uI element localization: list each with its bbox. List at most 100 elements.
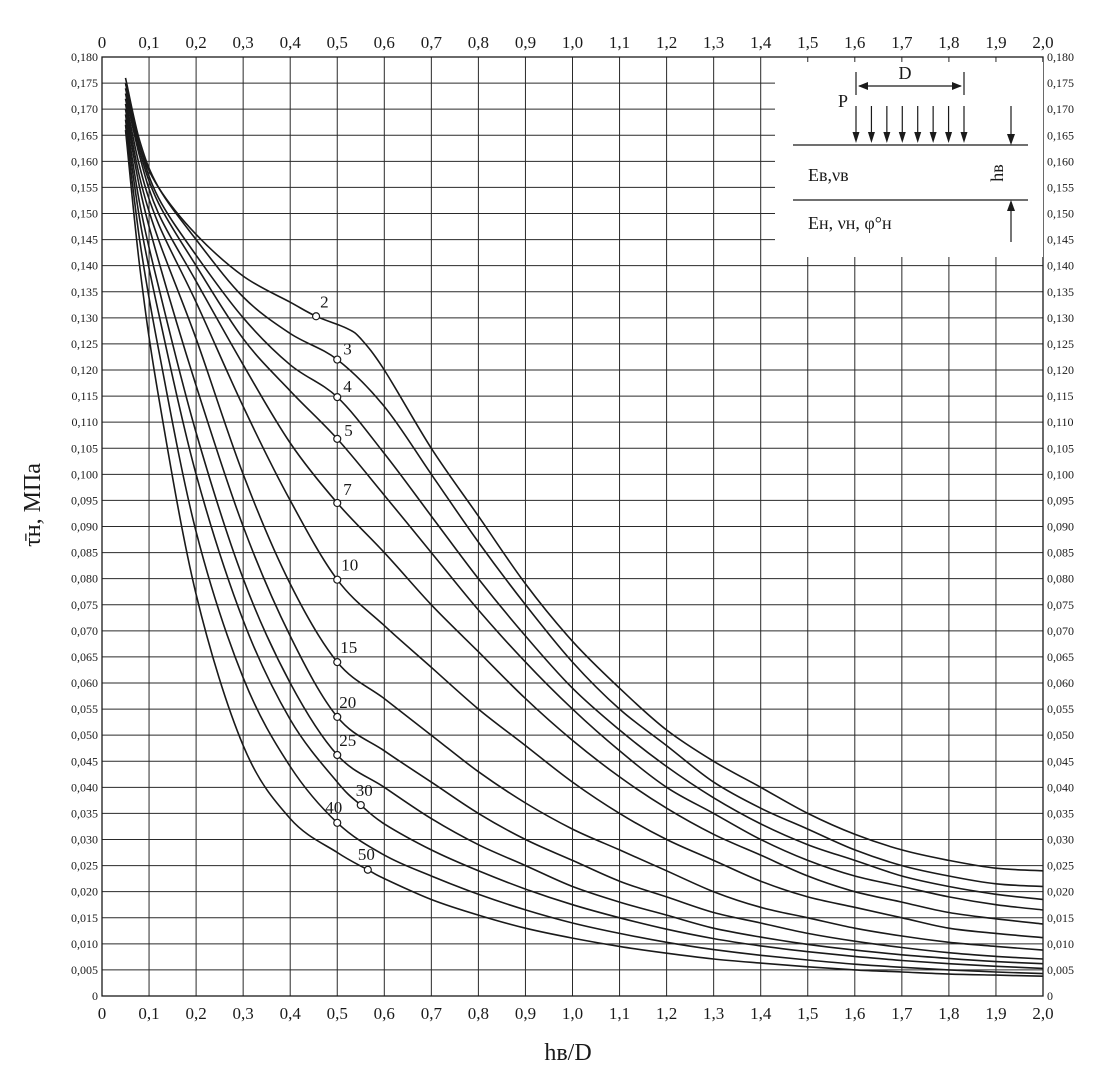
x-tick-label-bottom: 0 [98,1004,107,1023]
y-tick-label-right: 0,020 [1047,885,1074,899]
y-tick-label-left: 0,115 [71,389,98,403]
y-tick-label-left: 0,175 [71,76,98,90]
y-tick-label-right: 0,140 [1047,259,1074,273]
y-tick-label-left: 0,140 [71,259,98,273]
y-tick-label-right: 0,085 [1047,546,1074,560]
inset-lower-layer-label: Eн, νн, φ°н [808,213,892,233]
curve-20 [124,109,1044,960]
load-arrow-head [898,132,906,143]
x-tick-label-top: 0 [98,33,107,52]
load-arrow-head [929,132,937,143]
y-tick-label-left: 0,095 [71,493,98,507]
x-tick-label-top: 0,8 [468,33,489,52]
y-tick-label-left: 0,080 [71,572,98,586]
curve-7 [124,93,1044,925]
y-tick-label-right: 0,165 [1047,128,1074,142]
y-tick-label-left: 0 [92,989,98,1003]
x-tick-label-bottom: 1,5 [797,1004,818,1023]
inset-load-label: P [838,91,848,111]
y-tick-label-right: 0,070 [1047,624,1074,638]
x-tick-label-top: 0,2 [185,33,206,52]
y-tick-label-left: 0,030 [71,833,98,847]
curve-label-25: 25 [339,731,356,750]
curve-30 [124,119,1044,970]
x-tick-label-bottom: 1,8 [938,1004,959,1023]
x-tick-label-bottom: 0,4 [280,1004,302,1023]
y-tick-label-left: 0,010 [71,937,98,951]
x-tick-label-top: 0,9 [515,33,536,52]
y-tick-label-left: 0,060 [71,676,98,690]
curve-marker-40 [333,818,342,827]
curve-label-2: 2 [320,292,329,311]
load-arrow-head [852,132,860,143]
x-tick-label-bottom: 0,3 [233,1004,254,1023]
curve-label-30: 30 [356,781,373,800]
y-tick-label-left: 0,170 [71,102,98,116]
y-tick-label-left: 0,070 [71,624,98,638]
x-tick-label-bottom: 0,2 [185,1004,206,1023]
x-tick-label-top: 1,2 [656,33,677,52]
curve-4 [124,82,1044,901]
y-tick-label-left: 0,015 [71,911,98,925]
y-tick-label-left: 0,085 [71,546,98,560]
y-tick-label-left: 0,040 [71,780,98,794]
load-arrows [852,106,968,143]
curve-label-5: 5 [344,421,353,440]
curve-marker-30 [356,800,365,810]
curve-label-20: 20 [339,693,356,712]
y-tick-label-left: 0,160 [71,154,98,168]
inset-thickness-label: hв [987,164,1007,182]
curve-marker-15 [333,658,342,667]
curve-marker-3 [333,355,342,364]
y-tick-label-left: 0,155 [71,180,98,194]
y-tick-label-right: 0,040 [1047,780,1074,794]
y-tick-label-right: 0,045 [1047,754,1074,768]
curve-marker-5 [333,434,342,443]
y-tick-label-left: 0,125 [71,337,98,351]
x-tick-label-bottom: 2,0 [1032,1004,1053,1023]
x-tick-label-top: 1,9 [985,33,1006,52]
x-tick-label-bottom: 1,3 [703,1004,724,1023]
curve-marker-25 [333,750,342,760]
curve-5 [124,88,1044,911]
y-tick-labels-left: 0 0,005 0,010 0,015 0,020 0,025 0,030 0,035 0,04… [71,50,98,1003]
x-tick-label-top: 1,0 [562,33,583,52]
thickness-arrow-top-head [1007,134,1015,145]
x-tick-label-bottom: 0,7 [421,1004,443,1023]
x-tick-label-top: 2,0 [1032,33,1053,52]
y-tick-label-right: 0,005 [1047,963,1074,977]
curves [124,77,1044,977]
y-tick-label-right: 0,035 [1047,806,1074,820]
y-tick-label-right: 0,155 [1047,180,1074,194]
inset-background [775,62,1043,257]
y-tick-label-left: 0,105 [71,441,98,455]
curve-marker-10 [333,575,342,584]
plot-frame [101,56,1044,997]
x-tick-label-top: 0,6 [374,33,395,52]
y-tick-label-right: 0,075 [1047,598,1074,612]
dimension-arrow-right [952,82,962,90]
y-tick-label-left: 0,090 [71,520,98,534]
y-tick-label-left: 0,165 [71,128,98,142]
load-arrow-head [945,132,953,143]
curve-marker-20 [333,712,342,722]
curve-2 [124,82,1044,872]
x-tick-label-top: 1,4 [750,33,772,52]
thickness-arrow-bottom-head [1007,200,1015,211]
curve-label-4: 4 [343,377,352,396]
load-arrow-head [914,132,922,143]
y-tick-label-left: 0,035 [71,806,98,820]
load-arrow-head [867,132,875,143]
x-tick-label-bottom: 0,6 [374,1004,395,1023]
x-tick-label-top: 0,4 [280,33,302,52]
x-tick-labels-top: 0 0,1 0,2 0,3 0,4 0,5 0,6 0,7 0,8 0,9 1,0 1,1 1,2 1,3… [98,33,1054,52]
y-tick-label-right: 0,160 [1047,154,1074,168]
curve-marker-2 [311,312,321,321]
x-tick-label-top: 0,1 [138,33,159,52]
x-tick-label-bottom: 1,1 [609,1004,630,1023]
inset-upper-layer-label: Eв,νв [808,165,849,185]
y-tick-label-left: 0,100 [71,467,98,481]
y-tick-label-left: 0,135 [71,285,98,299]
x-tick-label-bottom: 1,2 [656,1004,677,1023]
grid [101,56,1044,997]
